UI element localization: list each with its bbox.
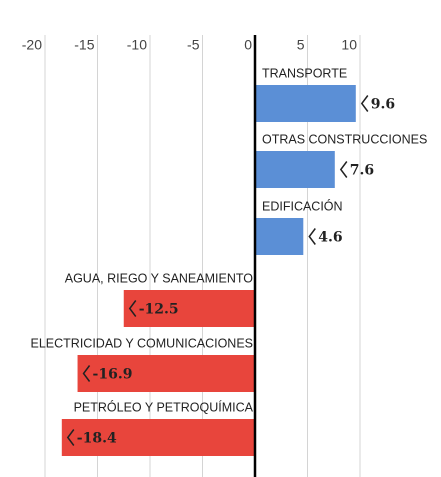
category-label: PETRÓLEO Y PETROQUÍMICA: [74, 399, 254, 414]
value-label: 9.6: [371, 97, 395, 113]
category-label: EDIFICACIÓN: [262, 198, 343, 213]
x-tick-label: 0: [244, 37, 252, 53]
label-bracket: [339, 161, 348, 178]
label-bracket: [360, 95, 369, 112]
bar: [255, 151, 335, 188]
category-label: TRANSPORTE: [262, 66, 347, 80]
bar: [61, 419, 255, 456]
bar: [77, 355, 255, 392]
value-label: 7.6: [350, 163, 374, 179]
label-bracket: [66, 429, 75, 446]
x-tick-label: -10: [127, 37, 147, 53]
bar: [255, 85, 356, 122]
x-tick-label: -15: [74, 37, 94, 53]
x-tick-label: 5: [297, 37, 305, 53]
category-label: OTRAS CONSTRUCCIONES: [262, 132, 427, 146]
x-tick-label: 10: [341, 37, 357, 53]
x-tick-label: -5: [187, 37, 200, 53]
label-bracket: [82, 365, 91, 382]
value-label: -12.5: [139, 302, 179, 318]
category-label: ELECTRICIDAD Y COMUNICACIONES: [31, 336, 254, 350]
bar: [123, 290, 255, 327]
value-label: 4.6: [318, 230, 342, 246]
value-label: -16.9: [93, 367, 133, 383]
label-bracket: [128, 300, 137, 317]
x-tick-label: -20: [22, 37, 42, 53]
label-bracket: [308, 228, 316, 245]
value-label: -18.4: [77, 431, 117, 447]
category-label: AGUA, RIEGO Y SANEAMIENTO: [65, 271, 254, 285]
bar: [255, 218, 304, 255]
